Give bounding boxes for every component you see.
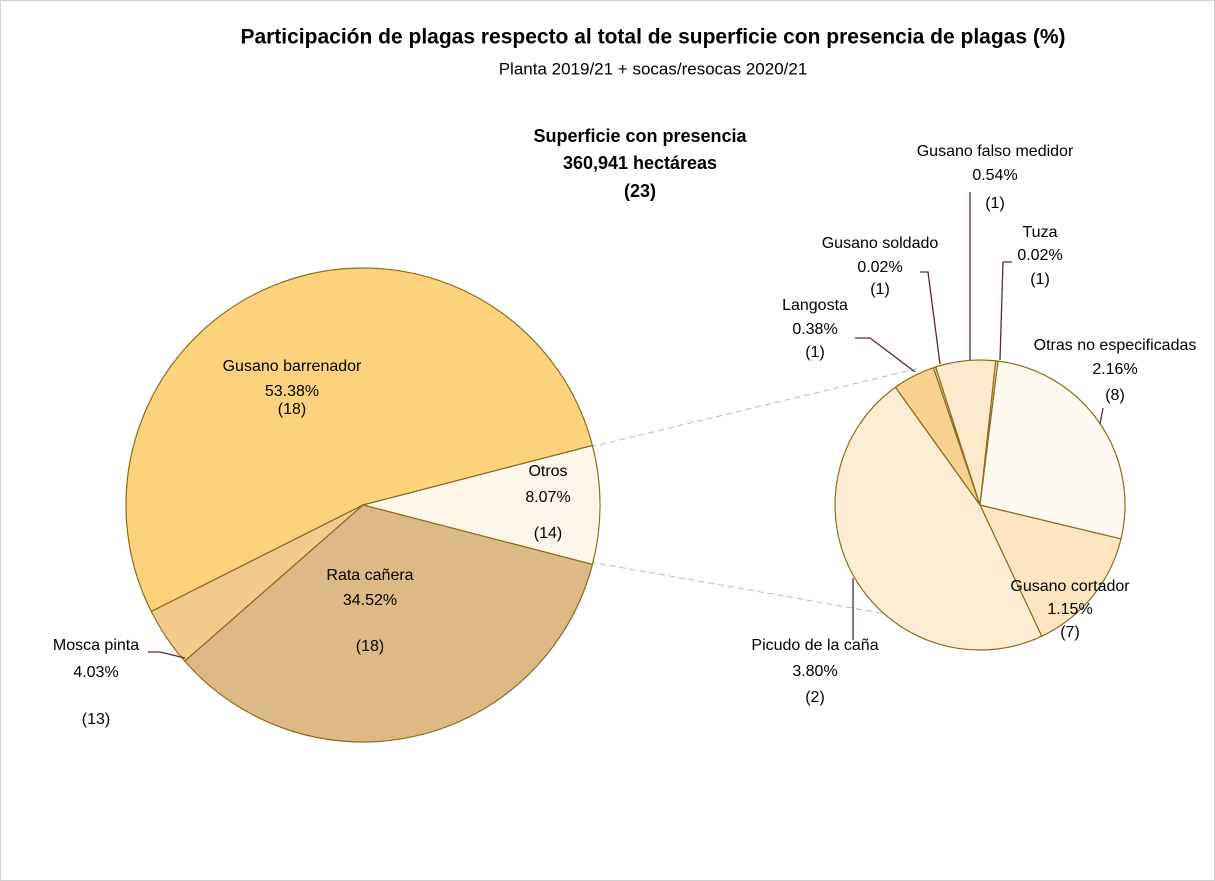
- value-label: 0.02%: [857, 259, 902, 276]
- value-label: 2.16%: [1092, 361, 1137, 378]
- count-label: (2): [805, 689, 825, 706]
- pie-slice: [125, 267, 594, 613]
- count-label: (8): [1105, 387, 1125, 404]
- value-label: 4.03%: [73, 664, 118, 681]
- value-label: 0.38%: [792, 321, 837, 338]
- value-label: 0.54%: [972, 167, 1017, 184]
- slice-label: Langosta: [782, 297, 848, 314]
- slice-label: Otras no especificadas: [1034, 337, 1197, 354]
- pie-slice: [979, 360, 1126, 540]
- chart-title: Participación de plagas respecto al tota…: [240, 26, 1065, 49]
- slice-label: Gusano barrenador: [223, 358, 362, 375]
- value-label: 3.80%: [792, 663, 837, 680]
- count-label: (1): [985, 195, 1005, 212]
- leader-line: [1099, 407, 1104, 425]
- slice-label: Rata cañera: [326, 567, 413, 584]
- count-label: (18): [278, 401, 306, 418]
- slice-label: Tuza: [1023, 224, 1058, 241]
- annotation: Superficie con presencia: [533, 126, 747, 146]
- connector-line: [589, 367, 921, 448]
- value-label: 1.15%: [1047, 601, 1092, 618]
- connector-line: [589, 561, 1036, 641]
- slice-label: Mosca pinta: [53, 637, 139, 654]
- pie-slice: [978, 504, 1122, 637]
- count-label: (13): [82, 711, 110, 728]
- value-label: 53.38%: [265, 383, 319, 400]
- chart-subtitle: Planta 2019/21 + socas/resocas 2020/21: [499, 59, 808, 78]
- slice-label: Otros: [528, 463, 567, 480]
- value-label: 8.07%: [525, 489, 570, 506]
- count-label: (7): [1060, 624, 1080, 641]
- count-label: (18): [356, 638, 384, 655]
- annotation: (23): [624, 181, 656, 201]
- pie-slice: [360, 444, 601, 566]
- count-label: (1): [805, 344, 825, 361]
- annotation: 360,941 hectáreas: [563, 153, 717, 173]
- slice-label: Picudo de la caña: [751, 637, 878, 654]
- pie-slice: [834, 386, 1043, 651]
- leader-line: [999, 261, 1012, 361]
- slice-label: Gusano cortador: [1010, 578, 1130, 595]
- count-label: (1): [1030, 271, 1050, 288]
- value-label: 0.02%: [1017, 247, 1062, 264]
- pie-slice: [150, 504, 364, 662]
- leader-line: [855, 337, 916, 373]
- leader-line: [920, 271, 941, 365]
- value-label: 34.52%: [343, 592, 397, 609]
- slice-label: Gusano falso medidor: [917, 143, 1074, 160]
- count-label: (1): [870, 281, 890, 298]
- leader-line: [148, 651, 186, 659]
- count-label: (14): [534, 525, 562, 542]
- pie-slice: [183, 504, 594, 743]
- slice-label: Gusano soldado: [822, 235, 939, 252]
- pies: [125, 267, 1126, 743]
